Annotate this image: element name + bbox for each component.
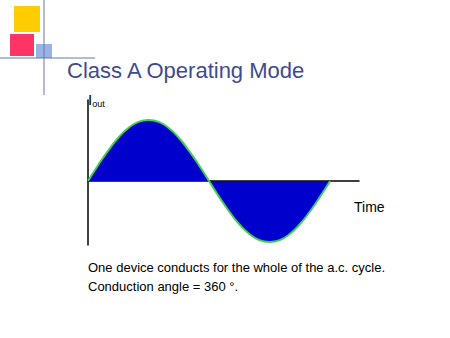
svg-text:Class A Operating Mode: Class A Operating Mode — [67, 58, 304, 83]
svg-text:I: I — [88, 91, 93, 108]
svg-text:out: out — [92, 99, 105, 109]
svg-text:Conduction angle = 360 °.: Conduction angle = 360 °. — [88, 279, 238, 294]
svg-text:Time: Time — [354, 199, 385, 215]
svg-text:One device conducts for the wh: One device conducts for the whole of the… — [88, 260, 385, 275]
